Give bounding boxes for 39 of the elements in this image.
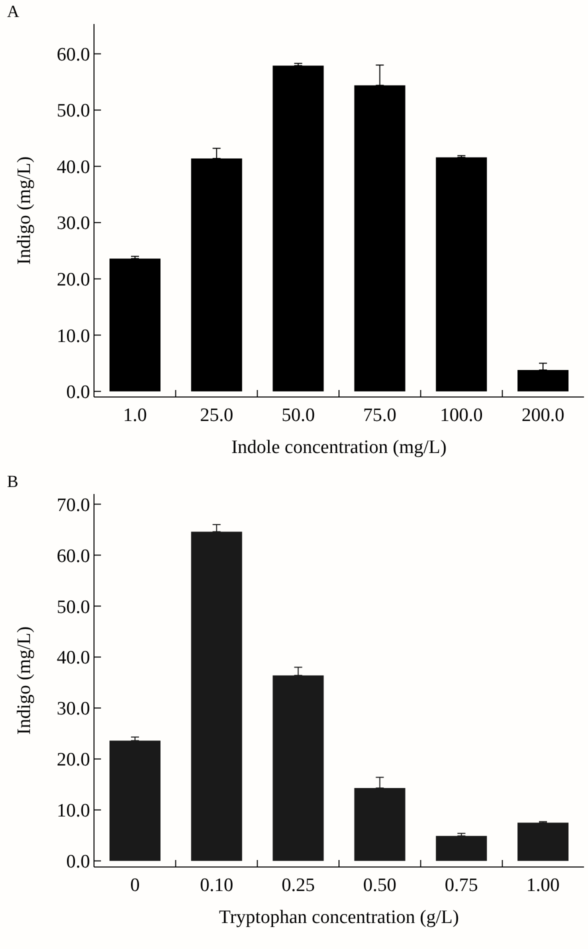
x-tick-label: 0.25 (282, 875, 315, 896)
y-axis-title: Indigo (mg/L) (14, 626, 35, 735)
y-tick-label: 70.0 (56, 494, 90, 516)
x-tick-label: 0.50 (363, 875, 396, 896)
y-tick-label: 20.0 (56, 270, 90, 291)
y-tick-label: 30.0 (56, 213, 90, 234)
y-tick-label: 0.0 (66, 382, 90, 404)
x-tick-label: 50.0 (282, 405, 315, 426)
y-tick-label: 40.0 (56, 648, 90, 669)
bar (272, 66, 324, 392)
y-tick-label: 50.0 (56, 596, 90, 618)
x-tick-label: 1.0 (123, 405, 147, 426)
x-tick-label: 0.10 (200, 875, 234, 896)
bar (436, 836, 487, 861)
y-axis-title: Indigo (mg/L) (14, 156, 35, 265)
chart-title: B (7, 472, 18, 491)
y-tick-label: 30.0 (56, 698, 90, 720)
bar (436, 157, 487, 392)
x-axis-title: Tryptophan concentration (g/L) (219, 907, 459, 928)
bar (110, 740, 161, 861)
y-tick-label: 20.0 (56, 750, 90, 771)
bar (517, 822, 568, 861)
bar (110, 258, 161, 392)
y-tick-label: 50.0 (56, 100, 90, 122)
y-tick-label: 0.0 (66, 852, 90, 873)
x-tick-label: 75.0 (363, 405, 396, 426)
y-tick-label: 10.0 (56, 800, 90, 822)
chart-title: A (7, 2, 20, 21)
x-tick-label: 25.0 (200, 405, 234, 426)
x-tick-label: 0 (130, 875, 140, 896)
x-tick-label: 1.00 (526, 875, 560, 896)
y-tick-label: 10.0 (56, 326, 90, 347)
y-tick-label: 60.0 (56, 546, 90, 567)
x-tick-label: 200.0 (522, 405, 564, 426)
x-tick-label: 100.0 (440, 405, 483, 426)
y-tick-label: 60.0 (56, 44, 90, 66)
x-tick-label: 0.75 (444, 875, 478, 896)
y-tick-label: 40.0 (56, 156, 90, 178)
x-axis-title: Indole concentration (mg/L) (231, 437, 447, 458)
